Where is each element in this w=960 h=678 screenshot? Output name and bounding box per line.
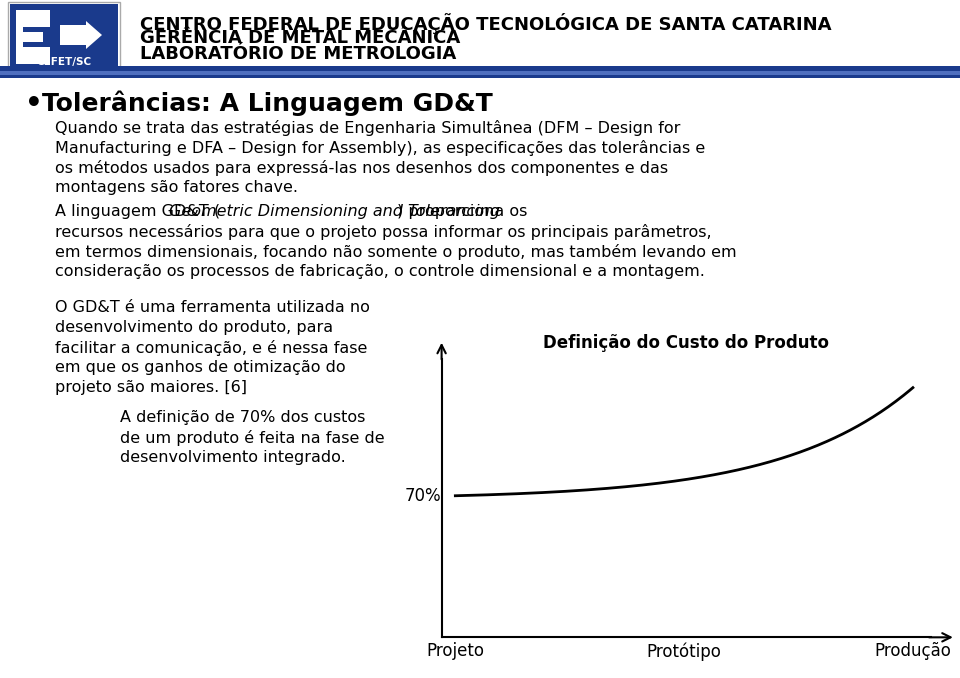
Bar: [0, 66, 960, 71]
Text: ) proporciona os: ) proporciona os: [397, 204, 528, 219]
Text: de um produto é feita na fase de: de um produto é feita na fase de: [120, 430, 385, 446]
Bar: [23, 17, 50, 57]
Text: recursos necessários para que o projeto possa informar os principais parâmetros,: recursos necessários para que o projeto …: [55, 224, 711, 240]
Text: facilitar a comunicação, e é nessa fase: facilitar a comunicação, e é nessa fase: [55, 340, 368, 356]
Text: GERÊNCIA DE METAL MECÂNICA: GERÊNCIA DE METAL MECÂNICA: [140, 29, 460, 47]
Title: Definição do Custo do Produto: Definição do Custo do Produto: [543, 334, 829, 353]
Text: Quando se trata das estratégias de Engenharia Simultânea (DFM – Design for: Quando se trata das estratégias de Engen…: [55, 120, 681, 136]
FancyArrow shape: [60, 21, 102, 49]
Bar: [23, 47, 50, 57]
Text: Manufacturing e DFA – Design for Assembly), as especificações das tolerâncias e: Manufacturing e DFA – Design for Assembl…: [55, 140, 706, 156]
Text: desenvolvimento do produto, para: desenvolvimento do produto, para: [55, 320, 333, 335]
Text: Geometric Dimensioning and Tolerancing: Geometric Dimensioning and Tolerancing: [169, 204, 500, 219]
Text: desenvolvimento integrado.: desenvolvimento integrado.: [120, 450, 346, 465]
Text: consideração os processos de fabricação, o controle dimensional e a montagem.: consideração os processos de fabricação,…: [55, 264, 705, 279]
Bar: [16, 10, 50, 64]
Bar: [8, 2, 120, 70]
Text: Tolerâncias: A Linguagem GD&T: Tolerâncias: A Linguagem GD&T: [42, 90, 492, 115]
Text: LABORATÓRIO DE METROLOGIA: LABORATÓRIO DE METROLOGIA: [140, 45, 456, 63]
Text: os métodos usados para expressá-las nos desenhos dos componentes e das: os métodos usados para expressá-las nos …: [55, 160, 668, 176]
Text: projeto são maiores. [6]: projeto são maiores. [6]: [55, 380, 247, 395]
Bar: [10, 4, 118, 68]
Text: A definição de 70% dos custos: A definição de 70% dos custos: [120, 410, 366, 425]
Bar: [0, 71, 960, 75]
Text: em que os ganhos de otimização do: em que os ganhos de otimização do: [55, 360, 346, 375]
Bar: [23, 32, 43, 42]
Bar: [0, 75, 960, 78]
Text: A linguagem GD&T (: A linguagem GD&T (: [55, 204, 220, 219]
Bar: [23, 17, 50, 27]
Text: CENTRO FEDERAL DE EDUCAÇÃO TECNOLÓGICA DE SANTA CATARINA: CENTRO FEDERAL DE EDUCAÇÃO TECNOLÓGICA D…: [140, 13, 831, 34]
Text: montagens são fatores chave.: montagens são fatores chave.: [55, 180, 298, 195]
Text: CEFET/SC: CEFET/SC: [36, 57, 91, 67]
Text: O GD&T é uma ferramenta utilizada no: O GD&T é uma ferramenta utilizada no: [55, 300, 370, 315]
Text: em termos dimensionais, focando não somente o produto, mas também levando em: em termos dimensionais, focando não some…: [55, 244, 736, 260]
Text: •: •: [25, 90, 43, 118]
Text: 70%: 70%: [405, 487, 442, 504]
